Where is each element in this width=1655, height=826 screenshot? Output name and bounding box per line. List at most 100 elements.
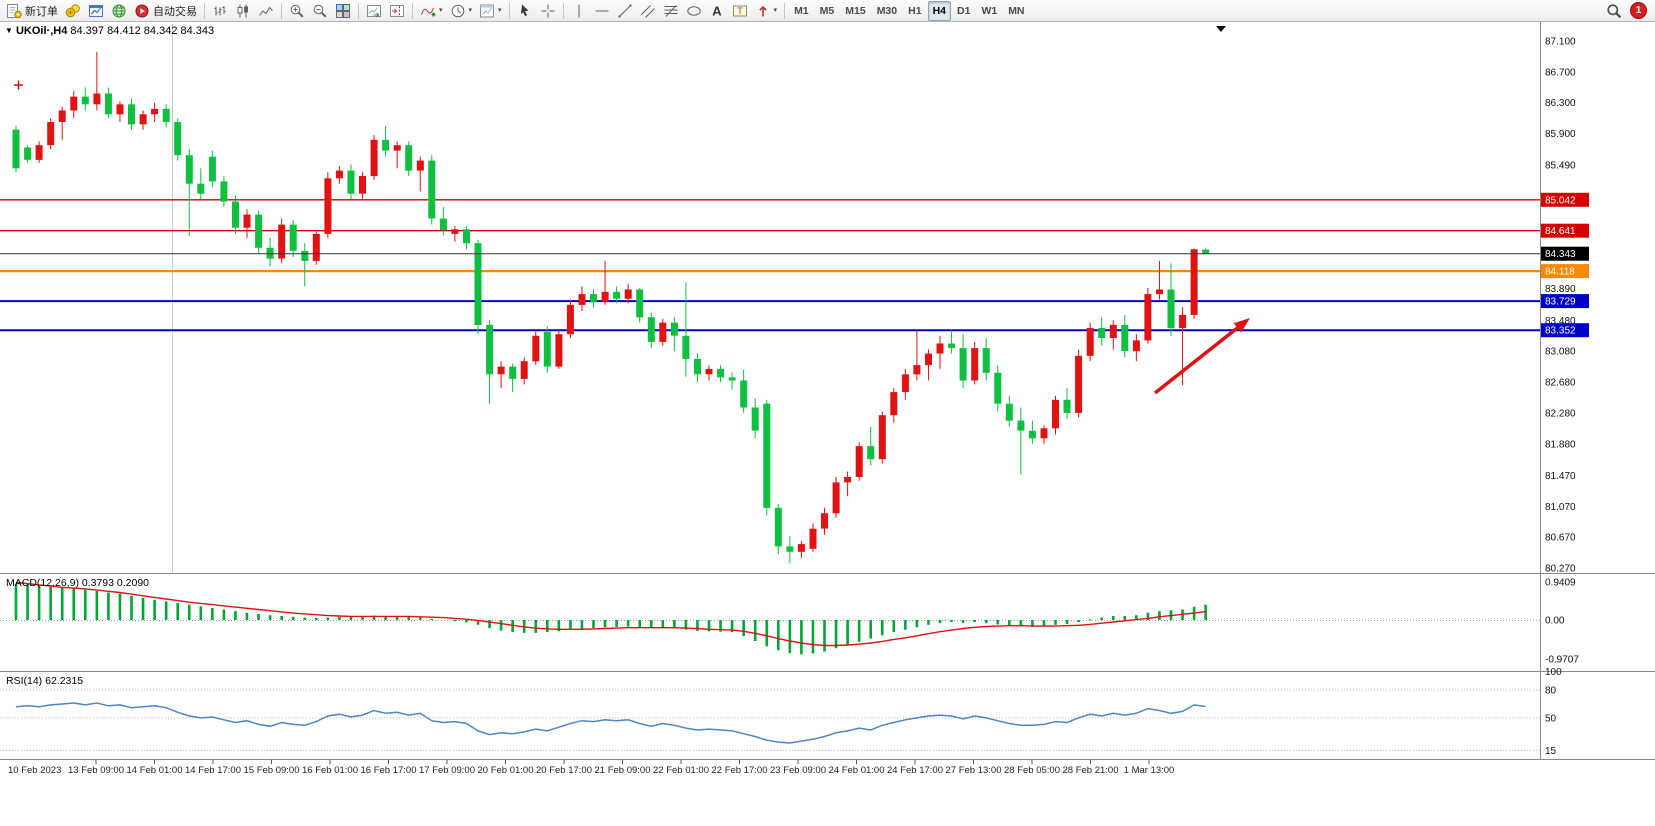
candle [58,106,66,140]
arrow-annotation[interactable] [1153,326,1239,395]
notification-badge[interactable]: 1 [1630,2,1647,19]
price-axis-label: 81.470 [1545,471,1576,482]
time-axis-label: 1 Mar 13:00 [1124,765,1175,776]
svg-text:83.352: 83.352 [1545,326,1576,337]
new-order-button[interactable]: 新订单 [3,1,61,21]
rsi-splitter[interactable] [0,669,1655,674]
arrow-annotation-head[interactable] [1233,318,1250,333]
candle [890,388,898,423]
candle [393,141,401,169]
zoom-in-button[interactable] [286,1,308,21]
macd-splitter[interactable] [0,571,1655,576]
candle [670,317,678,352]
horizontal-line-button[interactable] [591,1,613,21]
templates-button[interactable]: ▾ [476,1,505,21]
zoom-in-icon [290,4,304,18]
indicators-button[interactable]: ▾ [417,1,446,21]
candle [624,284,632,304]
time-axis-label: 28 Feb 05:00 [1004,765,1060,776]
navigator-button[interactable] [108,1,130,21]
fibonacci-button[interactable] [660,1,682,21]
candle [439,206,447,236]
tf-m15-button[interactable]: M15 [840,1,870,21]
line-chart-button[interactable] [255,1,277,21]
candle [185,149,193,237]
candle [139,110,147,130]
text-button[interactable]: A [706,1,728,21]
candle [416,156,424,192]
candle [867,426,875,466]
tf-m30-button[interactable]: M30 [872,1,902,21]
bar-chart-button[interactable] [209,1,231,21]
toolbar-separator [508,2,510,19]
zoom-out-button[interactable] [309,1,331,21]
candle [1202,248,1210,254]
tf-mn-button[interactable]: MN [1003,1,1029,21]
equidistant-channel-button[interactable] [637,1,659,21]
cursor-button[interactable] [514,1,536,21]
rsi-panel[interactable] [0,674,1540,759]
candle [232,195,239,234]
price-badge: 84.641 [1541,223,1589,238]
time-axis-label: 17 Feb 09:00 [419,765,475,776]
price-axis[interactable] [1540,22,1655,759]
price-axis-label: 86.300 [1545,98,1576,109]
candle [797,541,805,558]
tf-m1-button[interactable]: M1 [789,1,814,21]
time-axis[interactable] [0,759,1655,779]
time-axis-label: 23 Feb 09:00 [770,765,826,776]
time-axis-label: 20 Feb 01:00 [478,765,534,776]
rsi-indicator-caption: RSI(14) 62.2315 [6,675,83,687]
vertical-line-button[interactable] [568,1,590,21]
candle [104,87,112,119]
candle [255,210,263,254]
tf-m5-button[interactable]: M5 [815,1,840,21]
candle [555,330,563,369]
time-axis-label: 13 Feb 09:00 [68,765,124,776]
tile-windows-button[interactable] [332,1,354,21]
tf-w1-button[interactable]: W1 [976,1,1002,21]
search-button[interactable] [1603,1,1625,21]
candlestick-chart-button[interactable] [232,1,254,21]
candle [763,399,771,516]
price-axis-label: 85.490 [1545,161,1576,172]
shapes-button[interactable] [683,1,705,21]
candle [197,168,205,200]
time-axis-label: 14 Feb 01:00 [127,765,183,776]
candle [509,363,517,393]
channel-icon [640,4,655,18]
candle [289,220,297,257]
candle [12,125,20,173]
price-axis-label: 83.890 [1545,284,1576,295]
tf-h4-button[interactable]: H4 [927,0,951,21]
tf-h1-button[interactable]: H1 [903,1,926,21]
chart-plot-area[interactable] [0,22,1540,571]
macd-axis-label: -0.9707 [1545,655,1579,666]
trendline-icon [618,4,632,17]
price-badge: 85.042 [1541,192,1589,207]
trendline-button[interactable] [614,1,636,21]
chart-title-overlay: ▼ UKOil·,H4 84.397 84.412 84.342 84.343 [5,25,214,37]
text-label-button[interactable]: T [729,1,751,21]
macd-panel[interactable] [0,576,1540,669]
tf-h1-label: H1 [908,4,922,17]
auto-trading-button[interactable]: 自动交易 [131,1,200,21]
candle [1144,287,1152,344]
bars-icon [214,5,226,15]
chart-collapse-arrow[interactable]: ▼ [5,26,13,35]
candle [1086,322,1094,362]
auto-scroll-button[interactable] [363,1,385,21]
periods-button[interactable]: ▾ [447,1,476,21]
candle [948,330,956,354]
market-watch-button[interactable] [62,1,84,21]
chart-scroll-marker[interactable] [1216,26,1226,32]
tf-d1-button[interactable]: D1 [952,1,975,21]
tf-m5-label: M5 [819,4,835,17]
dropdown-caret-icon: ▾ [439,7,443,14]
chart-shift-button[interactable] [386,1,408,21]
candle [1190,248,1198,319]
arrows-button[interactable]: ▾ [752,1,781,21]
data-window-button[interactable] [85,1,107,21]
candle [463,226,470,250]
crosshair-button[interactable] [537,1,559,21]
